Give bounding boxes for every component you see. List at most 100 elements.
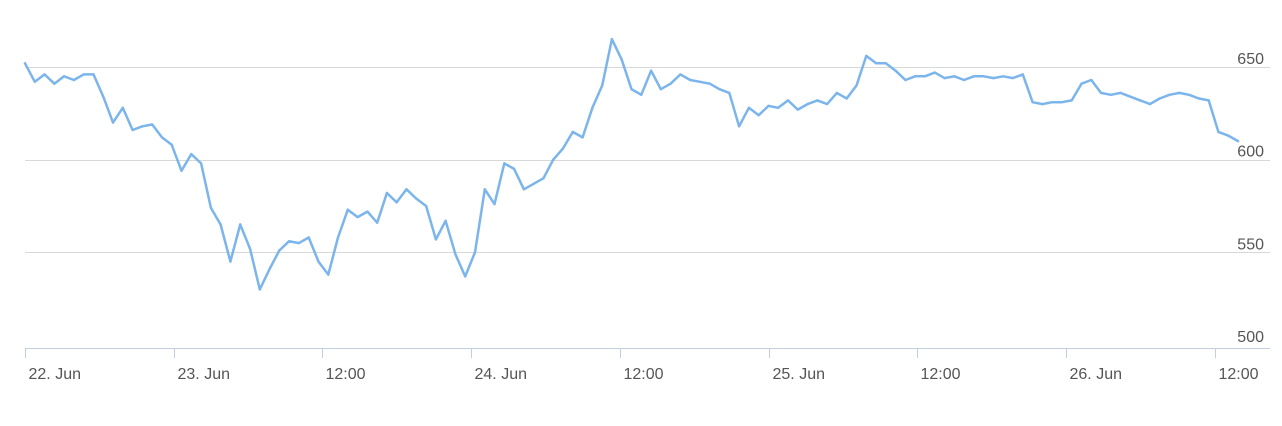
- data-point: [962, 78, 966, 82]
- data-point: [620, 58, 623, 61]
- data-point: [1168, 93, 1171, 97]
- data-point: [72, 78, 76, 82]
- x-tick-label: 25. Jun: [773, 366, 825, 383]
- data-point: [219, 223, 222, 226]
- x-tick-label: 23. Jun: [178, 366, 230, 383]
- data-point: [972, 75, 976, 78]
- x-tick-label: 22. Jun: [29, 366, 81, 383]
- data-point: [1207, 99, 1210, 102]
- data-point: [1021, 73, 1024, 76]
- data-point: [601, 84, 604, 87]
- data-point: [434, 238, 438, 241]
- data-point: [33, 80, 36, 84]
- data-point: [464, 275, 467, 278]
- x-axis: [25, 348, 1270, 358]
- data-point: [121, 106, 125, 110]
- data-point: [561, 147, 565, 150]
- data-point: [865, 54, 868, 58]
- x-tick-label: 24. Jun: [475, 366, 527, 383]
- data-point: [1178, 91, 1181, 95]
- data-point: [992, 76, 995, 80]
- data-point: [796, 108, 799, 111]
- data-point: [884, 62, 887, 65]
- data-point: [424, 204, 428, 208]
- data-point: [160, 136, 164, 139]
- data-point: [405, 188, 408, 191]
- data-point: [708, 82, 711, 85]
- data-point: [141, 125, 144, 128]
- data-point: [1002, 75, 1005, 78]
- data-point: [855, 84, 858, 87]
- data-point: [23, 62, 27, 65]
- data-point: [336, 236, 340, 239]
- data-point: [307, 236, 310, 239]
- data-point: [493, 202, 496, 206]
- data-point: [170, 143, 173, 146]
- data-point: [532, 182, 535, 185]
- data-point: [1041, 102, 1044, 106]
- data-point: [444, 219, 447, 222]
- data-point: [454, 253, 457, 256]
- data-point: [190, 152, 193, 156]
- series-layer: [23, 37, 1240, 291]
- data-point: [503, 162, 506, 165]
- data-point: [1080, 82, 1083, 85]
- data-point: [1227, 134, 1230, 137]
- data-point: [767, 104, 770, 108]
- y-tick-label: 550: [1237, 236, 1264, 253]
- data-point: [92, 73, 95, 76]
- data-point: [131, 128, 134, 132]
- data-point: [248, 247, 252, 250]
- data-point: [914, 75, 917, 78]
- data-point: [874, 62, 878, 65]
- data-point: [737, 125, 741, 128]
- data-point: [679, 73, 682, 76]
- data-point: [111, 121, 115, 124]
- data-point: [571, 130, 574, 134]
- data-point: [366, 210, 369, 213]
- data-point: [199, 162, 203, 165]
- data-point: [1060, 101, 1064, 104]
- x-tick-label: 12:00: [921, 366, 961, 383]
- data-point: [82, 73, 85, 76]
- data-point: [591, 106, 594, 110]
- data-point: [151, 123, 154, 126]
- data-point: [1011, 76, 1015, 80]
- data-point: [385, 191, 389, 195]
- data-point: [786, 99, 790, 102]
- data-point: [278, 249, 281, 252]
- data-point: [62, 75, 66, 78]
- data-point: [552, 158, 555, 161]
- grid-lines: [25, 67, 1270, 253]
- data-point: [1129, 95, 1132, 98]
- data-point: [816, 99, 819, 102]
- data-point: [258, 288, 261, 291]
- data-point: [894, 69, 897, 72]
- data-point: [640, 93, 643, 97]
- y-axis-labels: 500 550 600 650: [1237, 51, 1264, 346]
- data-point: [1119, 91, 1122, 95]
- data-point: [512, 167, 516, 171]
- data-point: [1148, 102, 1152, 106]
- data-point: [376, 221, 379, 224]
- data-point: [102, 95, 105, 98]
- data-point: [1109, 93, 1113, 97]
- data-point: [209, 206, 213, 210]
- data-point: [943, 76, 946, 80]
- y-tick-label: 500: [1237, 329, 1264, 346]
- data-point: [1070, 99, 1073, 102]
- data-point: [356, 215, 359, 219]
- data-point: [542, 177, 545, 180]
- data-point: [982, 75, 985, 78]
- data-point: [1031, 101, 1034, 104]
- data-point: [669, 82, 672, 85]
- x-tick-label: 12:00: [624, 366, 664, 383]
- data-point: [317, 260, 320, 263]
- data-point: [53, 82, 56, 85]
- data-point: [1158, 97, 1161, 100]
- data-point: [1197, 97, 1201, 100]
- data-point: [522, 188, 526, 191]
- data-point: [297, 241, 301, 245]
- data-point: [229, 260, 232, 263]
